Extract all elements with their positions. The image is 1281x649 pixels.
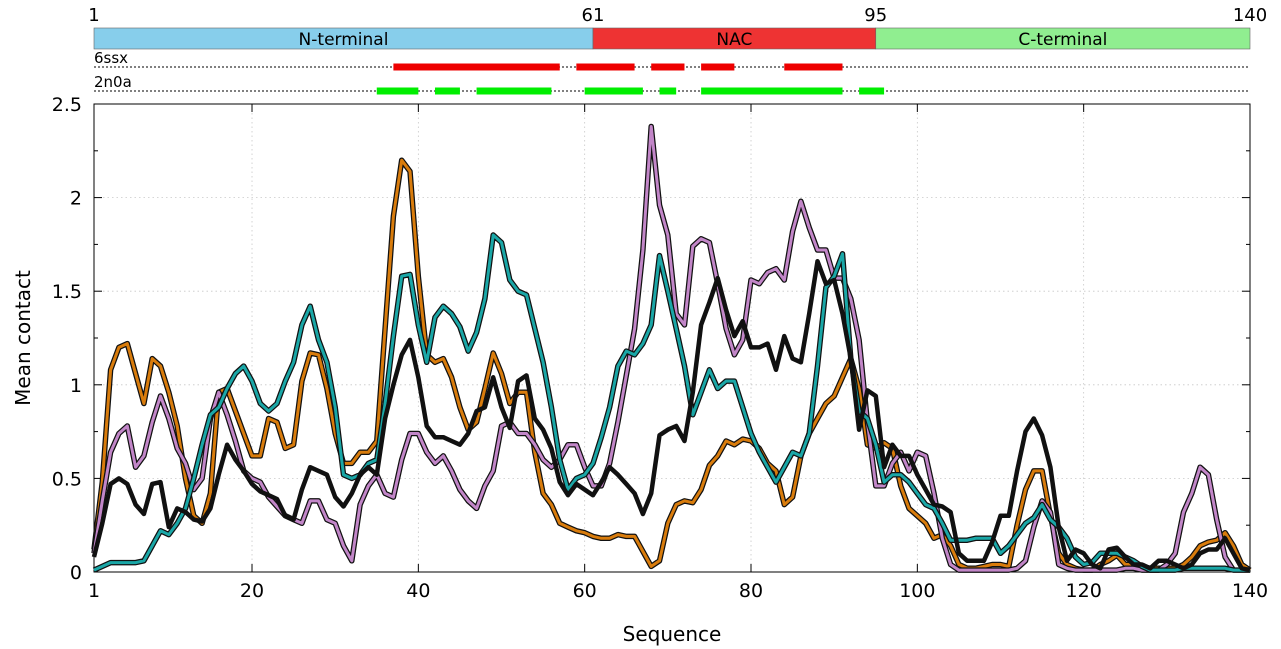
structure-tracks: 6ssx 2n0a [94, 49, 1250, 95]
y-tick-label: 0 [70, 562, 82, 584]
y-axis-title: Mean contact [11, 270, 35, 406]
region-segment [875, 27, 1251, 50]
track-label: 2n0a [94, 73, 132, 91]
track-segment [784, 63, 843, 71]
region-boundary-label: 95 [864, 5, 887, 26]
y-tick-label: 0.5 [52, 468, 82, 490]
region-boundary-label: 1 [88, 5, 99, 26]
track-segment [393, 63, 560, 71]
x-tick-label: 120 [1066, 580, 1102, 602]
track-segment [701, 87, 843, 95]
x-axis-title: Sequence [623, 622, 722, 646]
y-tick-label: 1 [70, 375, 82, 397]
plot-frame [93, 103, 1251, 573]
region-boundary-label: 61 [582, 5, 605, 26]
series-line-3 [91, 258, 1251, 573]
x-tick-label: 1 [88, 580, 100, 602]
track-segment [434, 87, 460, 95]
x-tick-label: 60 [573, 580, 597, 602]
track-segment [659, 87, 677, 95]
x-tick-label: 100 [899, 580, 935, 602]
domain-region-bar: N-terminal NAC C-terminal 1 61 95 140 [88, 5, 1267, 50]
series-line-1 [92, 125, 1235, 572]
track-segment [476, 87, 552, 95]
track-segment [651, 63, 685, 71]
track-segment [576, 63, 635, 71]
track-segment [859, 87, 885, 95]
region-label: NAC [716, 30, 752, 50]
region-label: N-terminal [299, 30, 389, 50]
y-tick-label: 2 [70, 188, 82, 210]
track-segment [701, 63, 735, 71]
track-label: 6ssx [94, 49, 128, 67]
x-tick-label: 80 [739, 580, 763, 602]
track-segment [584, 87, 643, 95]
plot-grid [93, 103, 1251, 573]
region-label: C-terminal [1018, 30, 1107, 50]
x-tick-label: 140 [1232, 580, 1268, 602]
y-tick-label: 1.5 [52, 281, 82, 303]
series-outline-0 [91, 157, 1252, 573]
series-outline-1 [91, 123, 1236, 573]
x-tick-label: 40 [406, 580, 430, 602]
series-lines [91, 123, 1252, 573]
track-segment [376, 87, 419, 95]
x-tick-label: 20 [240, 580, 264, 602]
y-tick-label: 2.5 [52, 94, 82, 116]
region-boundary-label: 140 [1233, 5, 1267, 26]
